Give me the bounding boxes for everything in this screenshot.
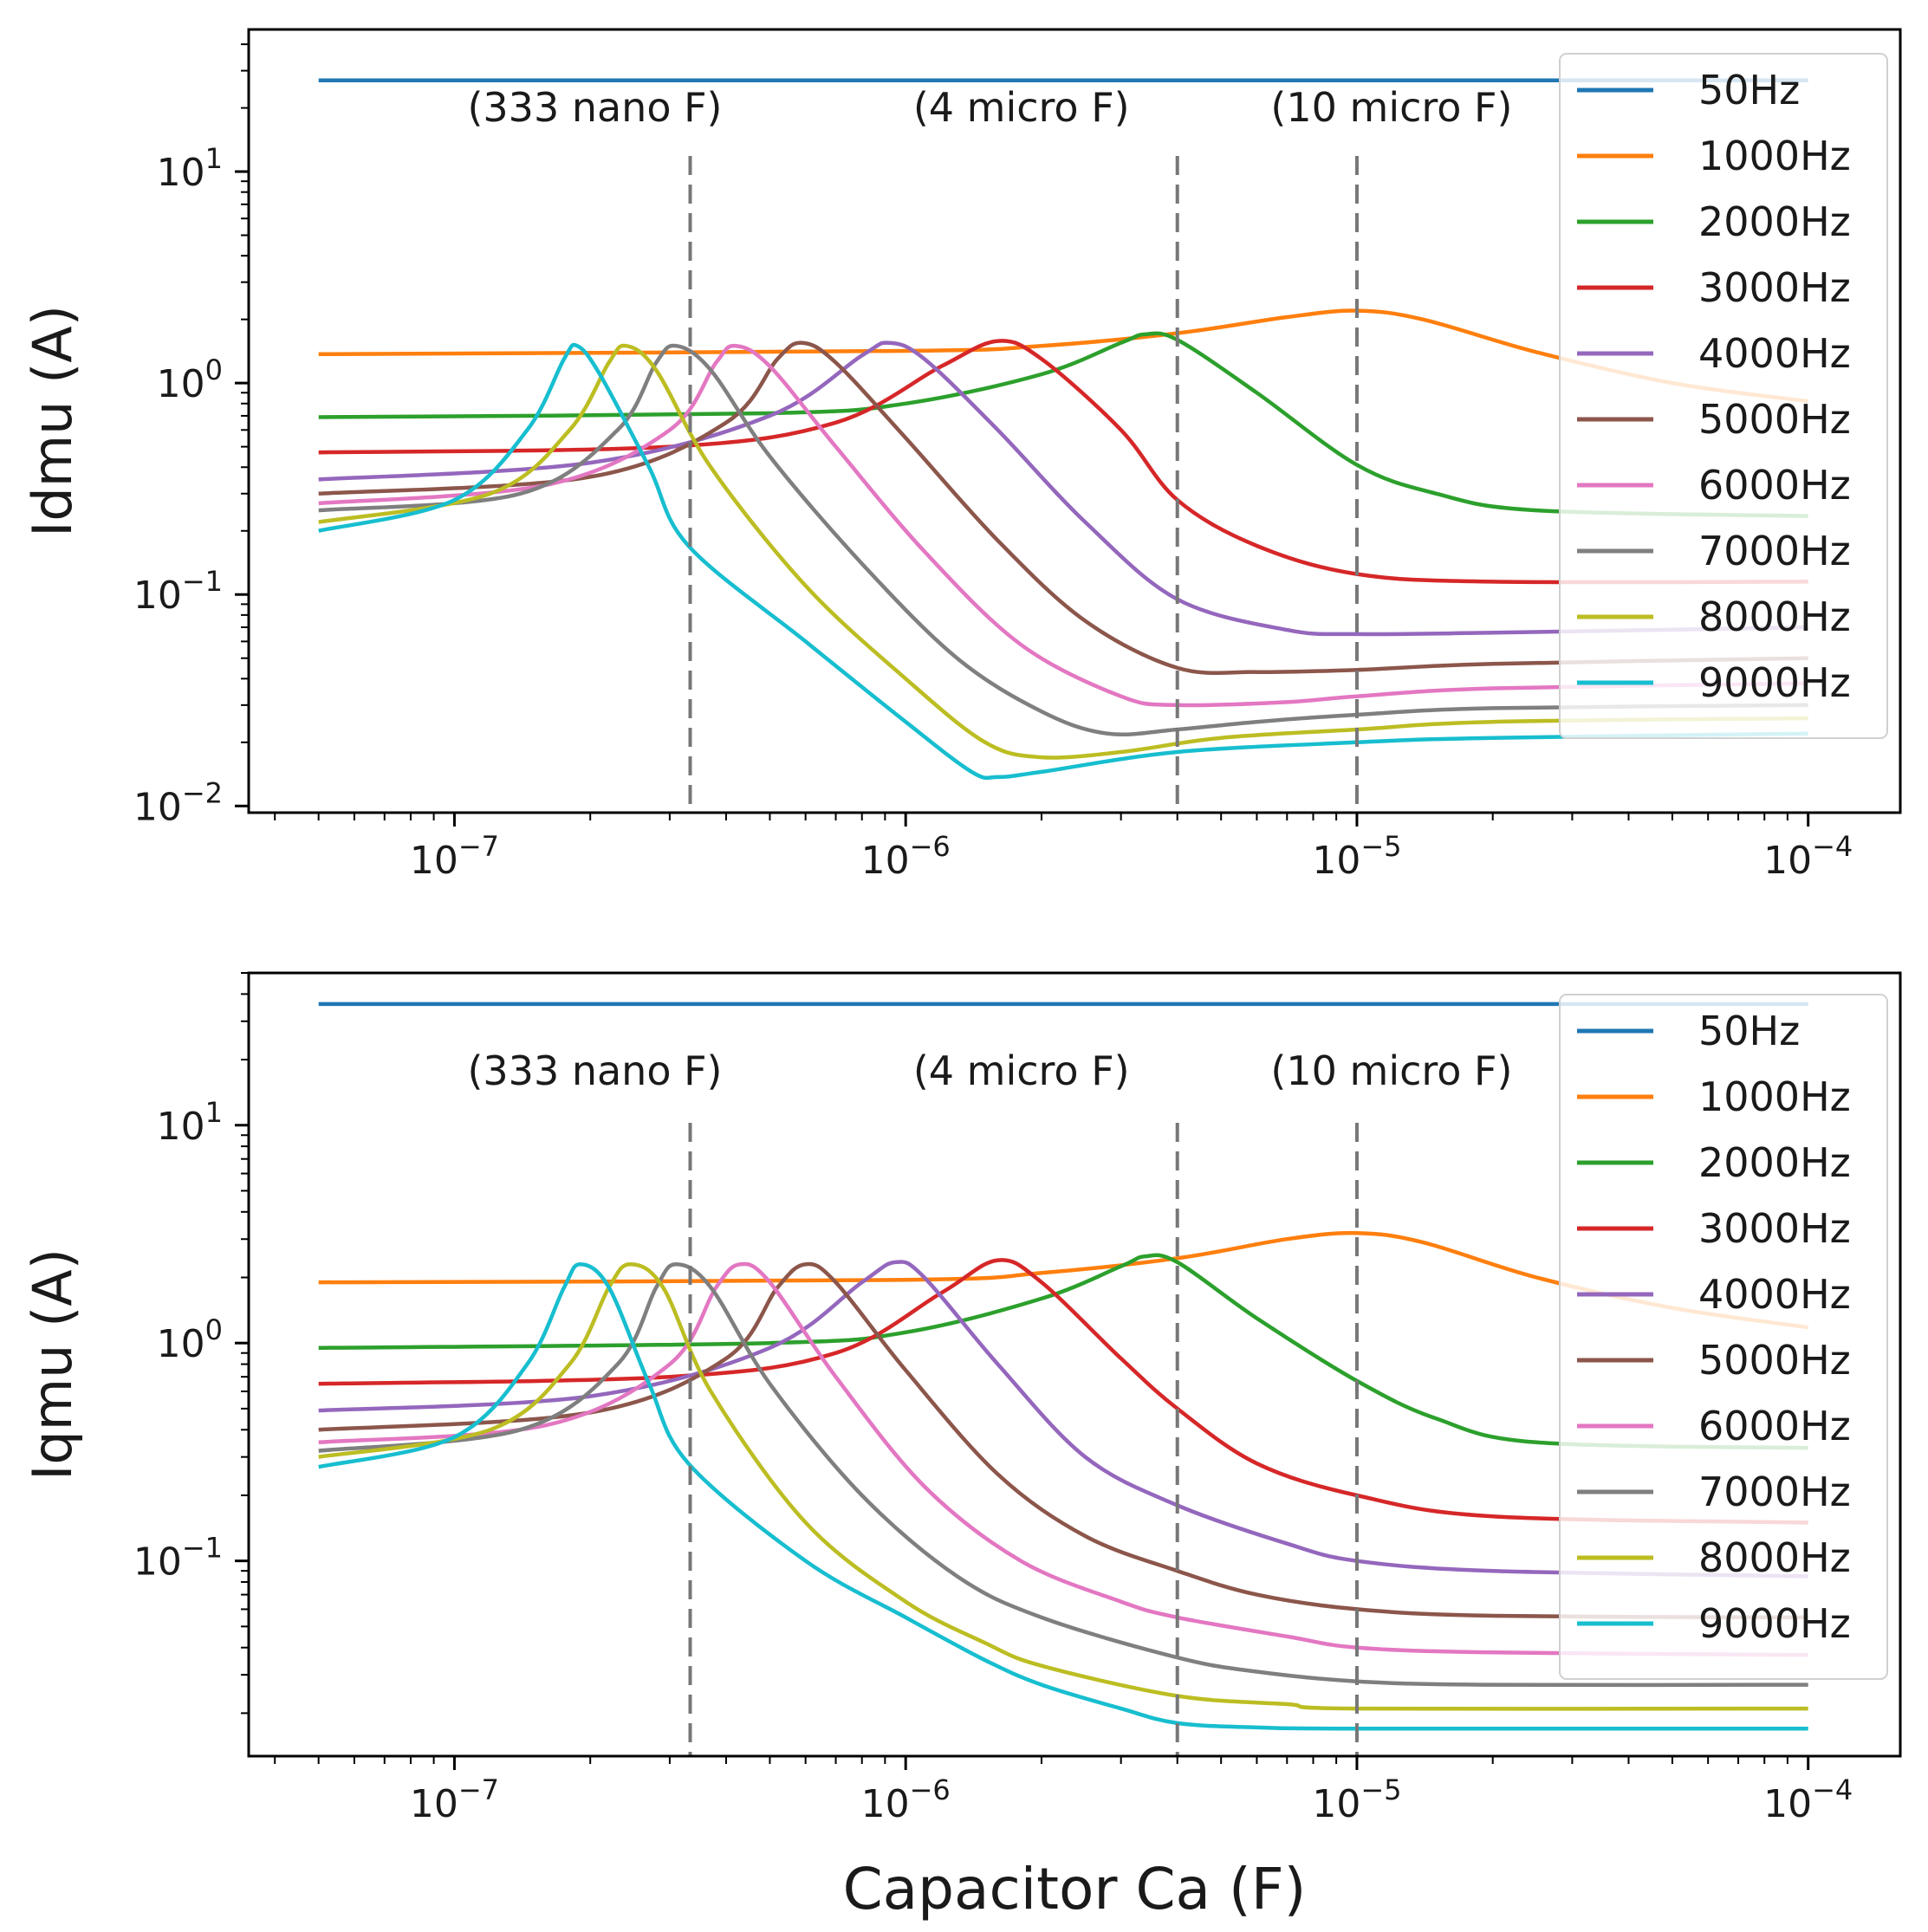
y-axis-label: Idmu (A) [21,305,84,537]
legend-label-8000Hz: 8000Hz [1698,1534,1851,1581]
legend-label-3000Hz: 3000Hz [1698,264,1851,311]
y-tick-label: 101 [157,142,223,195]
annotation-2: (4 micro F) [913,1047,1130,1094]
legend-box [1559,994,1888,1680]
y-tick-label: 10−1 [133,565,223,618]
series-line-6000Hz [318,1261,1808,1657]
legend: 50Hz 1000Hz 2000Hz 3000Hz 4000Hz 5000Hz 6000Hz… [1559,994,1888,1680]
series-line-2000Hz [318,331,1808,518]
legend-label-4000Hz: 4000Hz [1698,1271,1851,1318]
x-tick-label: 10−4 [1763,830,1853,883]
annotation-1: (333 nano F) [467,1047,722,1094]
legend-label-7000Hz: 7000Hz [1698,528,1851,574]
legend-label-50Hz: 50Hz [1698,1008,1800,1054]
series-line-2000Hz [318,1253,1808,1450]
legend-label-6000Hz: 6000Hz [1698,1403,1851,1449]
x-tick-label: 10−7 [410,830,499,883]
legend-label-1000Hz: 1000Hz [1698,1073,1851,1120]
axes-frame [247,28,1902,814]
legend: 50Hz 1000Hz 2000Hz 3000Hz 4000Hz 5000Hz 6000Hz… [1559,53,1888,739]
series-line-8000Hz [318,343,1808,760]
legend-label-4000Hz: 4000Hz [1698,330,1851,377]
legend-label-3000Hz: 3000Hz [1698,1205,1851,1252]
series-line-5000Hz [318,1261,1808,1620]
annotation-3: (10 micro F) [1270,84,1512,131]
legend-label-9000Hz: 9000Hz [1698,659,1851,706]
legend-label-50Hz: 50Hz [1698,67,1800,113]
series-line-3000Hz [318,1258,1808,1525]
top-chart-idmu: (333 nano F) (4 micro F) (10 micro F) 10−7 1… [21,28,1902,883]
y-tick-label: 100 [157,353,223,406]
x-tick-label: 10−5 [1312,1773,1401,1826]
x-tick-label: 10−7 [410,1773,499,1826]
annotation-1: (333 nano F) [467,84,722,131]
series-line-6000Hz [318,343,1808,708]
legend-label-7000Hz: 7000Hz [1698,1468,1851,1515]
y-axis-label: Iqmu (A) [21,1248,84,1481]
series-line-5000Hz [318,340,1808,676]
series-line-3000Hz [318,339,1808,585]
series-line-7000Hz [318,1261,1808,1688]
y-tick-label: 10−2 [133,776,223,829]
bottom-chart-iqmu: (333 nano F) (4 micro F) (10 micro F) 10−7 1… [21,971,1902,1826]
series-line-9000Hz [318,1261,1808,1731]
series-line-8000Hz [318,1261,1808,1711]
y-tick-label: 100 [157,1313,223,1366]
legend-label-8000Hz: 8000Hz [1698,593,1851,640]
legend-label-5000Hz: 5000Hz [1698,396,1851,443]
annotation-3: (10 micro F) [1270,1047,1512,1094]
legend-label-9000Hz: 9000Hz [1698,1600,1851,1647]
x-tick-label: 10−6 [861,1773,951,1826]
x-tick-label: 10−5 [1312,830,1401,883]
annotation-2: (4 micro F) [913,84,1130,131]
x-tick-label: 10−6 [861,830,951,883]
x-axis-label: Capacitor Ca (F) [843,1856,1307,1922]
y-tick-label: 101 [157,1096,223,1149]
y-tick-label: 10−1 [133,1532,223,1585]
legend-label-2000Hz: 2000Hz [1698,1139,1851,1186]
legend-box [1559,53,1888,739]
legend-label-6000Hz: 6000Hz [1698,462,1851,509]
legend-label-1000Hz: 1000Hz [1698,133,1851,179]
legend-label-5000Hz: 5000Hz [1698,1337,1851,1384]
legend-label-2000Hz: 2000Hz [1698,198,1851,245]
x-tick-label: 10−4 [1763,1773,1853,1826]
